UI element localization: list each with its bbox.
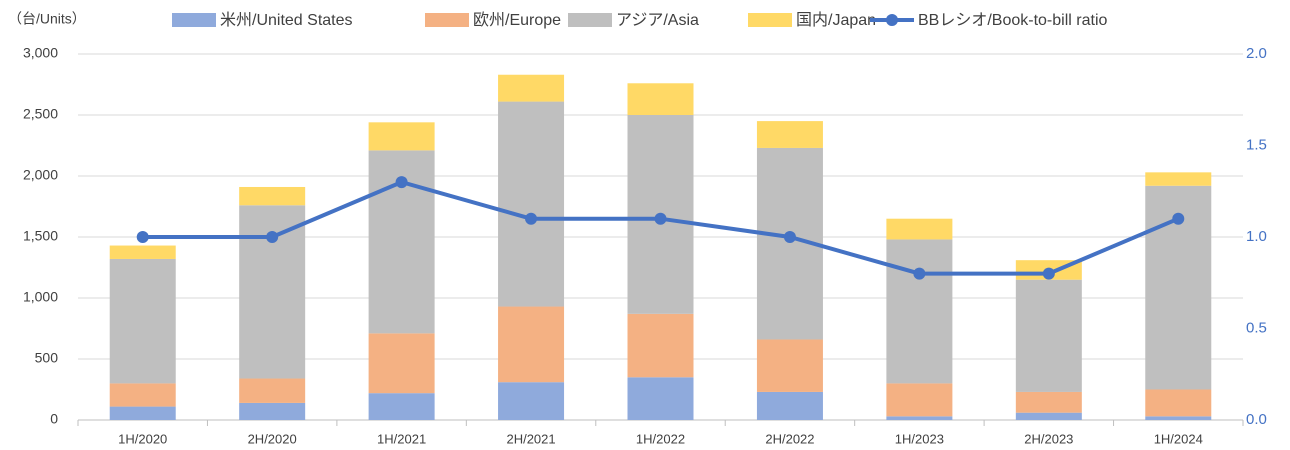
bar-segment [498,74,565,102]
x-tick-label: 1H/2020 [118,431,167,446]
bar-segment [1015,391,1082,413]
bar-segment [239,402,306,420]
legend-swatch [425,13,469,27]
line-point [913,267,926,280]
bar-segment [627,377,694,420]
x-tick-label: 1H/2024 [1154,431,1203,446]
bar-segment [368,333,435,394]
bar-segment [627,83,694,115]
legend-label: 国内/Japan [796,11,876,29]
bar-segment [239,186,306,206]
x-tick-label: 2H/2023 [1024,431,1073,446]
legend-swatch [568,13,612,27]
line-point [525,212,538,225]
line-point [266,231,279,243]
bar-segment [109,258,176,384]
x-tick-label: 2H/2022 [765,431,814,446]
bar-segment [368,393,435,420]
bar-segment [368,122,435,151]
x-tick-label: 1H/2022 [636,431,685,446]
bar-segment [886,239,953,384]
bar-segment [239,378,306,403]
bar-segment [109,383,176,407]
legend-label: 米州/United States [220,11,353,29]
y2-tick-label: 2.0 [1246,45,1267,62]
y-tick-label: 500 [35,350,59,366]
y-tick-label: 3,000 [23,45,58,61]
y-tick-label: 0 [50,411,58,427]
y2-tick-label: 1.5 [1246,136,1267,153]
legend-label: アジア/Asia [616,12,699,29]
bar-segment [498,101,565,307]
line-point [654,212,667,225]
bar-segment [886,218,953,240]
legend-label: 欧州/Europe [473,11,561,29]
bar-segment [1015,412,1082,420]
y2-tick-label: 1.0 [1246,228,1267,245]
y-tick-label: 1,000 [23,289,58,305]
line-point [136,231,149,243]
legend-swatch [886,14,898,26]
bar-segment [109,245,176,259]
bar-segment [498,306,565,383]
legend-label: BBレシオ/Book-to-bill ratio [918,12,1107,29]
bar-segment [109,406,176,420]
x-tick-label: 1H/2023 [895,431,944,446]
bar-segment [886,416,953,420]
bar-segment [756,121,823,148]
line-point [783,231,796,243]
bar-segment [756,339,823,392]
y2-tick-label: 0.5 [1246,319,1267,336]
bar-segment [1145,172,1212,186]
bar-segment [1145,416,1212,420]
bar-segment [756,391,823,420]
line-point [1172,212,1185,225]
y2-tick-label: 0.0 [1246,411,1267,428]
line-point [395,176,408,189]
bar-segment [1145,389,1212,417]
y-tick-label: 2,500 [23,106,58,122]
bar-segment [627,313,694,378]
bar-segment [886,383,953,417]
bar-segment [498,382,565,420]
bar-segment [1015,279,1082,392]
y-tick-label: 1,500 [23,228,58,244]
y-tick-label: 2,000 [23,167,58,183]
x-tick-label: 2H/2021 [506,431,555,446]
x-tick-label: 2H/2020 [248,431,297,446]
legend-swatch [172,13,216,27]
line-point [1042,267,1055,280]
y-axis-label: （台/Units） [8,11,86,27]
legend-swatch [748,13,792,27]
x-tick-label: 1H/2021 [377,431,426,446]
